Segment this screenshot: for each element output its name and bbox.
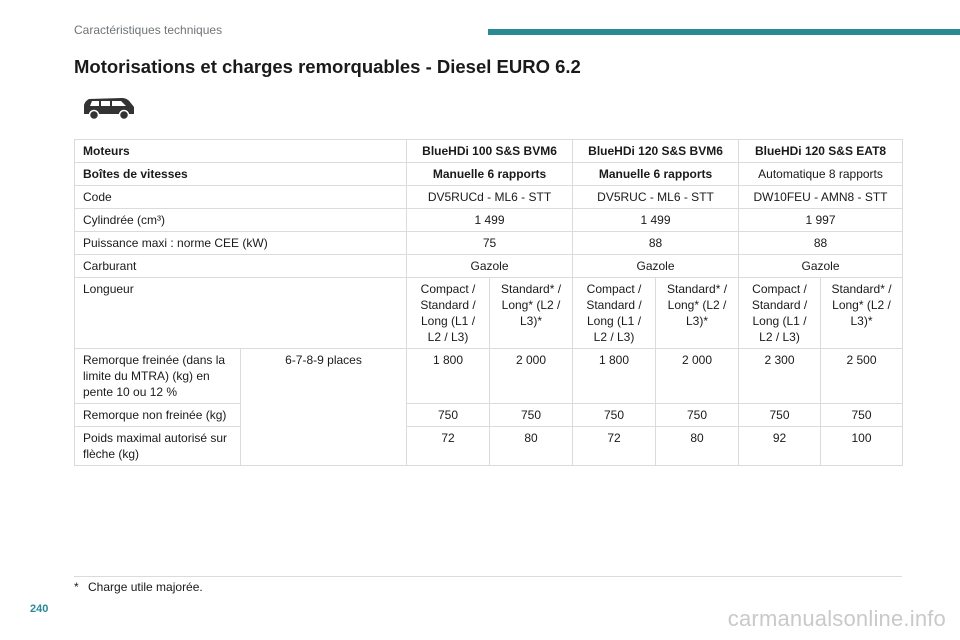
places-cell: 6-7-8-9 places	[239, 348, 408, 466]
engine-spec-table: Moteurs BlueHDi 100 S&S BVM6 BlueHDi 120…	[73, 139, 904, 466]
table-cell: 1 499	[572, 208, 740, 232]
row-label: Boîtes de vitesses	[73, 162, 408, 186]
table-cell: 100	[820, 426, 904, 466]
table-cell: Gazole	[572, 254, 740, 278]
table-cell: 2 000	[489, 348, 574, 404]
row-label: Carburant	[73, 254, 408, 278]
row-carburant: Carburant Gazole Gazole Gazole	[73, 254, 904, 278]
table-cell: Standard* / Long* (L2 / L3)*	[655, 277, 740, 349]
row-puissance: Puissance maxi : norme CEE (kW) 75 88 88	[73, 231, 904, 255]
row-boites: Boîtes de vitesses Manuelle 6 rapports M…	[73, 162, 904, 186]
table-cell: 75	[406, 231, 574, 255]
table-cell: DV5RUC - ML6 - STT	[572, 185, 740, 209]
row-longueur: Longueur Compact / Standard / Long (L1 /…	[73, 277, 904, 349]
footnote-divider	[74, 576, 902, 577]
table-cell: 72	[572, 426, 657, 466]
table-cell: 750	[820, 403, 904, 427]
table-cell: 1 499	[406, 208, 574, 232]
header-accent-bar	[488, 29, 960, 35]
table-cell: 80	[655, 426, 740, 466]
table-cell: Standard* / Long* (L2 / L3)*	[489, 277, 574, 349]
row-code: Code DV5RUCd - ML6 - STT DV5RUC - ML6 - …	[73, 185, 904, 209]
row-label: Longueur	[73, 277, 408, 349]
table-cell: 92	[738, 426, 822, 466]
section-label: Caractéristiques techniques	[74, 23, 223, 37]
table-cell: Gazole	[738, 254, 904, 278]
row-cylindree: Cylindrée (cm³) 1 499 1 499 1 997	[73, 208, 904, 232]
page-number: 240	[30, 603, 49, 615]
engine-header: BlueHDi 100 S&S BVM6	[406, 139, 574, 163]
table-cell: 750	[489, 403, 574, 427]
page-title: Motorisations et charges remorquables - …	[74, 56, 581, 77]
table-cell: Standard* / Long* (L2 / L3)*	[820, 277, 904, 349]
row-label: Code	[73, 185, 408, 209]
row-label: Cylindrée (cm³)	[73, 208, 408, 232]
table-cell: Manuelle 6 rapports	[572, 162, 740, 186]
table-cell: Manuelle 6 rapports	[406, 162, 574, 186]
table-cell: 750	[572, 403, 657, 427]
row-label: Poids maximal autorisé sur flèche (kg)	[74, 426, 241, 466]
table-cell: Compact / Standard / Long (L1 / L2 / L3)	[406, 277, 491, 349]
table-cell: 750	[406, 403, 491, 427]
watermark: carmanualsonline.info	[727, 606, 946, 631]
table-cell: 750	[738, 403, 822, 427]
table-cell: 88	[738, 231, 904, 255]
table-cell: 1 800	[406, 348, 491, 404]
table-cell: Gazole	[406, 254, 574, 278]
row-moteurs: Moteurs BlueHDi 100 S&S BVM6 BlueHDi 120…	[73, 139, 904, 163]
row-label: Remorque non freinée (kg)	[74, 403, 241, 427]
row-poids-fleche: Poids maximal autorisé sur flèche (kg) 7…	[74, 426, 904, 466]
table-cell: 80	[489, 426, 574, 466]
row-remorque-non-freinee: Remorque non freinée (kg) 750 750 750 75…	[74, 403, 904, 427]
table-cell: 72	[406, 426, 491, 466]
table-cell: DV5RUCd - ML6 - STT	[406, 185, 574, 209]
engine-header: BlueHDi 120 S&S BVM6	[572, 139, 740, 163]
table-cell: 88	[572, 231, 740, 255]
table-cell: 2 000	[655, 348, 740, 404]
table-cell: DW10FEU - AMN8 - STT	[738, 185, 904, 209]
footnote-text: Charge utile majorée.	[88, 580, 203, 594]
van-icon	[84, 98, 134, 121]
table-cell: 2 500	[820, 348, 904, 404]
row-label: Puissance maxi : norme CEE (kW)	[73, 231, 408, 255]
table-cell: Compact / Standard / Long (L1 / L2 / L3)	[738, 277, 822, 349]
row-label: Remorque freinée (dans la limite du MTRA…	[74, 348, 241, 404]
table-cell: Automatique 8 rapports	[738, 162, 904, 186]
table-cell: 1 997	[738, 208, 904, 232]
footnote: * Charge utile majorée.	[74, 580, 203, 594]
engine-header: BlueHDi 120 S&S EAT8	[738, 139, 904, 163]
table-cell: 1 800	[572, 348, 657, 404]
table-cell: 2 300	[738, 348, 822, 404]
footnote-mark: *	[74, 580, 79, 594]
table-cell: 750	[655, 403, 740, 427]
row-label: Moteurs	[73, 139, 408, 163]
row-remorque-freinee: Remorque freinée (dans la limite du MTRA…	[74, 348, 904, 466]
table-cell: Compact / Standard / Long (L1 / L2 / L3)	[572, 277, 657, 349]
